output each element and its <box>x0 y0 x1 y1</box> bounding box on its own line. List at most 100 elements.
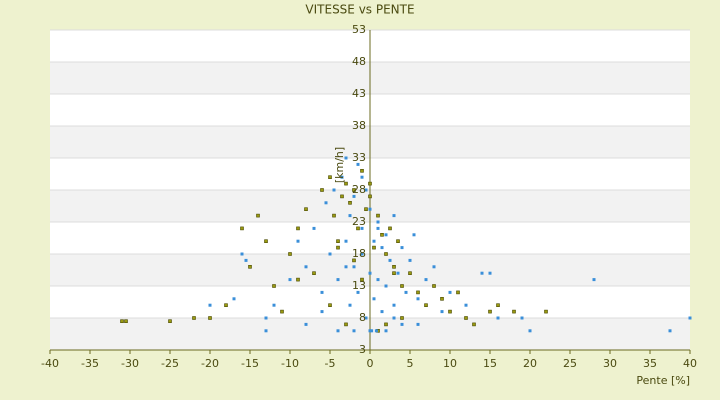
point <box>408 258 412 262</box>
point <box>396 271 400 275</box>
point <box>320 188 324 192</box>
point <box>296 239 300 243</box>
point <box>384 322 388 327</box>
point <box>440 310 444 314</box>
point <box>384 252 388 256</box>
y-tick-label: 28 <box>352 183 366 196</box>
y-tick-label: 3 <box>359 343 366 356</box>
point <box>124 319 128 324</box>
point <box>592 278 596 282</box>
point <box>272 284 276 288</box>
point <box>304 265 308 269</box>
y-tick-label: 8 <box>359 311 366 324</box>
y-tick-label: 53 <box>352 23 366 36</box>
point <box>356 162 360 166</box>
point <box>344 265 348 269</box>
point <box>328 175 332 179</box>
point <box>344 239 348 243</box>
point <box>344 181 348 186</box>
point <box>384 284 388 288</box>
point <box>380 233 384 237</box>
point <box>448 290 452 294</box>
point <box>528 329 532 333</box>
point <box>344 156 348 160</box>
point <box>296 226 300 231</box>
point <box>392 271 396 276</box>
point <box>336 278 340 282</box>
point <box>272 303 276 307</box>
point <box>388 226 392 231</box>
point <box>376 220 380 224</box>
point <box>352 265 356 269</box>
point <box>336 245 340 250</box>
point <box>248 264 252 269</box>
point <box>352 194 356 198</box>
point <box>324 201 328 205</box>
point <box>376 278 380 282</box>
point <box>380 310 384 314</box>
x-tick-label: 20 <box>523 357 537 370</box>
point <box>376 213 380 218</box>
point <box>370 329 374 333</box>
point <box>264 239 268 243</box>
point <box>256 213 260 218</box>
y-axis-label: [km/h] <box>333 147 346 183</box>
point <box>288 252 292 256</box>
point <box>192 316 196 320</box>
x-axis-label: Pente [%] <box>636 374 690 387</box>
point <box>416 322 420 326</box>
y-tick-label: 33 <box>352 151 366 164</box>
point <box>440 296 444 301</box>
x-tick-label: -10 <box>281 357 299 370</box>
point <box>336 329 340 333</box>
point <box>464 316 468 320</box>
point <box>404 290 408 294</box>
point <box>312 226 316 230</box>
point <box>384 329 388 333</box>
point <box>496 303 500 308</box>
point <box>512 309 516 314</box>
x-tick-label: -35 <box>81 357 99 370</box>
y-tick-label: 38 <box>352 119 366 132</box>
point <box>368 329 372 333</box>
x-tick-label: 5 <box>407 357 414 370</box>
x-tick-label: -15 <box>241 357 259 370</box>
x-tick-label: -5 <box>325 357 336 370</box>
x-tick-label: -30 <box>121 357 139 370</box>
point <box>328 303 332 308</box>
point <box>456 290 460 295</box>
point <box>360 169 364 173</box>
y-tick-label: 13 <box>352 279 366 292</box>
x-tick-label: -20 <box>201 357 219 370</box>
point <box>668 329 672 333</box>
point <box>392 303 396 307</box>
point <box>340 194 344 199</box>
point <box>408 271 412 276</box>
point <box>380 246 384 250</box>
point <box>392 214 396 218</box>
point <box>352 329 356 333</box>
x-tick-label: 25 <box>563 357 577 370</box>
point <box>332 188 336 192</box>
point <box>424 303 428 308</box>
point <box>472 322 476 327</box>
point <box>364 207 368 211</box>
point <box>372 239 376 243</box>
point <box>368 271 372 275</box>
point <box>368 207 372 211</box>
point <box>412 233 416 237</box>
point <box>208 316 212 320</box>
point <box>400 322 404 326</box>
point <box>356 290 360 294</box>
chart-title: VITESSE vs PENTE <box>305 3 414 17</box>
point <box>388 258 392 262</box>
y-tick-label: 18 <box>352 247 366 260</box>
point <box>244 258 248 262</box>
point <box>496 316 500 320</box>
point <box>464 303 468 307</box>
point <box>168 319 172 324</box>
point <box>400 316 404 320</box>
x-tick-label: -25 <box>161 357 179 370</box>
point <box>240 226 244 231</box>
